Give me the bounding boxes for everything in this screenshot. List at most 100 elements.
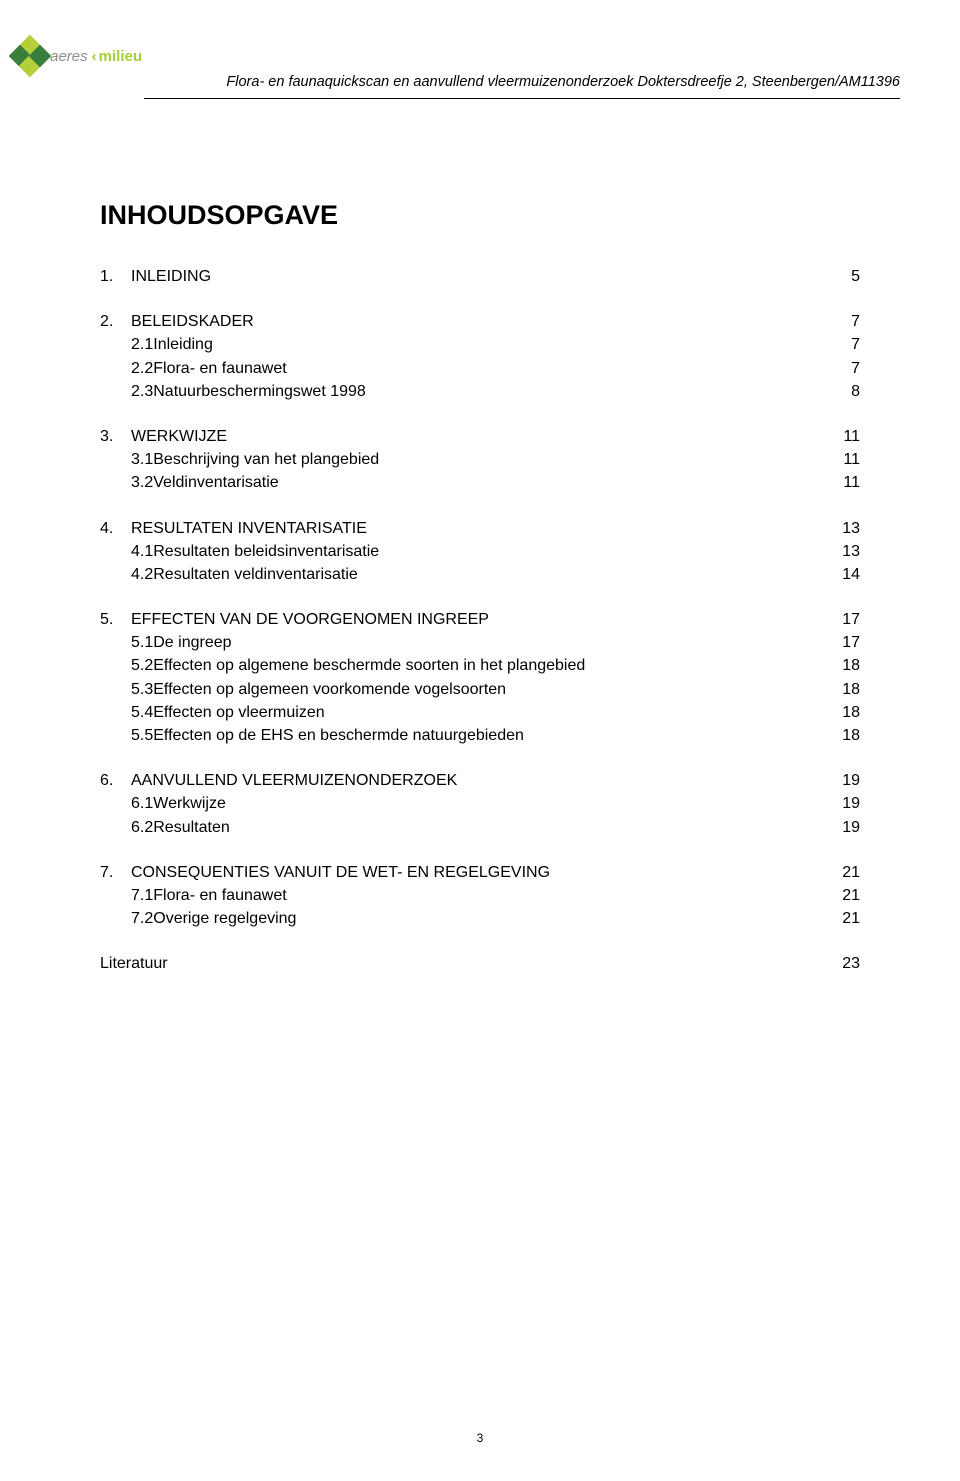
toc-literature-page: 23 (836, 952, 860, 975)
toc-page: 21 (836, 907, 860, 930)
toc-num: 6.1 (100, 792, 153, 815)
toc-row-sub: 3.1Beschrijving van het plangebied 11 (100, 448, 860, 471)
content: INHOUDSOPGAVE 1.INLEIDING 5 2.BELEIDSKADER… (100, 200, 860, 976)
toc-num: 7. (100, 861, 131, 884)
toc-label: Veldinventarisatie (153, 471, 278, 494)
toc-page: 7 (836, 333, 860, 356)
toc-num: 2. (100, 310, 131, 333)
toc-num: 5.4 (100, 701, 153, 724)
toc-row-top: 6.AANVULLEND VLEERMUIZENONDERZOEK 19 (100, 769, 860, 792)
toc-num: 4.2 (100, 563, 153, 586)
page-header: aeres ‹ milieu Flora- en faunaquickscan … (0, 30, 960, 100)
toc-row-sub: 2.1Inleiding 7 (100, 333, 860, 356)
toc-row-sub: 6.2Resultaten 19 (100, 816, 860, 839)
toc-page: 18 (836, 701, 860, 724)
toc-label: De ingreep (153, 631, 231, 654)
toc-row-sub: 2.3Natuurbeschermingswet 1998 8 (100, 380, 860, 403)
toc-row-sub: 5.4Effecten op vleermuizen 18 (100, 701, 860, 724)
toc-num: 7.1 (100, 884, 153, 907)
header-reference: Flora- en faunaquickscan en aanvullend v… (226, 74, 900, 90)
toc-page: 8 (836, 380, 860, 403)
toc-num: 5.5 (100, 724, 153, 747)
logo-text: aeres ‹ milieu (50, 48, 142, 65)
toc-row-sub: 6.1Werkwijze19 (100, 792, 860, 815)
toc-page: 19 (836, 769, 860, 792)
toc-label: CONSEQUENTIES VANUIT DE WET- EN REGELGEV… (131, 861, 550, 884)
toc-row-top: 7.CONSEQUENTIES VANUIT DE WET- EN REGELG… (100, 861, 860, 884)
toc-label: Resultaten (153, 816, 230, 839)
toc-label: Werkwijze (153, 792, 226, 815)
toc-row-sub: 5.3Effecten op algemeen voorkomende voge… (100, 678, 860, 701)
toc-section: 2.BELEIDSKADER72.1Inleiding72.2Flora- en… (100, 310, 860, 403)
toc-page: 14 (836, 563, 860, 586)
toc-num: 4.1 (100, 540, 153, 563)
toc-label: Overige regelgeving (153, 907, 296, 930)
toc-section: 6.AANVULLEND VLEERMUIZENONDERZOEK196.1We… (100, 769, 860, 839)
toc-page: 11 (836, 471, 860, 494)
toc-row-top: 4.RESULTATEN INVENTARISATIE13 (100, 517, 860, 540)
toc-label: INLEIDING (131, 265, 211, 288)
toc-page: 11 (836, 425, 860, 448)
toc-literature-label: Literatuur (100, 952, 168, 975)
toc-row-sub: 2.2Flora- en faunawet7 (100, 357, 860, 380)
toc-row-sub: 5.5Effecten op de EHS en beschermde natu… (100, 724, 860, 747)
toc-label: WERKWIJZE (131, 425, 227, 448)
toc-num: 2.2 (100, 357, 153, 380)
toc-label: Effecten op vleermuizen (153, 701, 324, 724)
toc-label: AANVULLEND VLEERMUIZENONDERZOEK (131, 769, 457, 792)
toc-label: Inleiding (153, 333, 213, 356)
toc-page: 18 (836, 654, 860, 677)
toc-num: 3.1 (100, 448, 153, 471)
toc-section: 4.RESULTATEN INVENTARISATIE134.1Resultat… (100, 517, 860, 587)
toc-num: 2.1 (100, 333, 153, 356)
toc-page: 7 (836, 357, 860, 380)
toc-num: 6.2 (100, 816, 153, 839)
toc-row-sub: 4.1Resultaten beleidsinventarisatie13 (100, 540, 860, 563)
toc-num: 2.3 (100, 380, 153, 403)
toc-num: 7.2 (100, 907, 153, 930)
logo: aeres ‹ milieu (12, 30, 142, 82)
page-number: 3 (477, 1431, 484, 1445)
toc-row-sub: 5.2Effecten op algemene beschermde soort… (100, 654, 860, 677)
header-rule (144, 98, 900, 99)
toc-row-top: 2.BELEIDSKADER 7 (100, 310, 860, 333)
toc-num: 6. (100, 769, 131, 792)
toc-page: 18 (836, 678, 860, 701)
toc-body: 1.INLEIDING 5 2.BELEIDSKADER 7 2.1Inleiding 7… (100, 265, 860, 930)
logo-word-milieu: milieu (99, 48, 142, 65)
toc-page: 5 (836, 265, 860, 288)
toc-page: 17 (836, 608, 860, 631)
toc-label: Resultaten veldinventarisatie (153, 563, 358, 586)
toc-row-top: 5.EFFECTEN VAN DE VOORGENOMEN INGREEP 17 (100, 608, 860, 631)
toc-label: Natuurbeschermingswet 1998 (153, 380, 366, 403)
toc-label: Effecten op de EHS en beschermde natuurg… (153, 724, 524, 747)
toc-section: 5.EFFECTEN VAN DE VOORGENOMEN INGREEP175… (100, 608, 860, 747)
toc-page: 13 (836, 540, 860, 563)
toc-label: Beschrijving van het plangebied (153, 448, 379, 471)
toc-num: 5.3 (100, 678, 153, 701)
toc-row-sub: 5.1De ingreep 17 (100, 631, 860, 654)
toc-page: 21 (836, 884, 860, 907)
toc-title: INHOUDSOPGAVE (100, 200, 860, 231)
logo-word-aeres: aeres (50, 48, 88, 65)
toc-num: 1. (100, 265, 131, 288)
toc-page: 7 (836, 310, 860, 333)
toc-label: RESULTATEN INVENTARISATIE (131, 517, 367, 540)
toc-literature-row: Literatuur 23 (100, 952, 860, 975)
toc-row-sub: 7.2Overige regelgeving 21 (100, 907, 860, 930)
toc-label: Flora- en faunawet (153, 884, 286, 907)
toc-page: 17 (836, 631, 860, 654)
toc-page: 19 (836, 816, 860, 839)
toc-row-sub: 3.2Veldinventarisatie11 (100, 471, 860, 494)
toc-page: 18 (836, 724, 860, 747)
toc-num: 5.1 (100, 631, 153, 654)
toc-row-sub: 4.2Resultaten veldinventarisatie 14 (100, 563, 860, 586)
toc-label: EFFECTEN VAN DE VOORGENOMEN INGREEP (131, 608, 489, 631)
toc-section: 7.CONSEQUENTIES VANUIT DE WET- EN REGELG… (100, 861, 860, 931)
toc-row-sub: 7.1Flora- en faunawet 21 (100, 884, 860, 907)
toc-page: 21 (836, 861, 860, 884)
toc-num: 5. (100, 608, 131, 631)
toc-label: BELEIDSKADER (131, 310, 254, 333)
toc-page: 11 (836, 448, 860, 471)
toc-num: 5.2 (100, 654, 153, 677)
